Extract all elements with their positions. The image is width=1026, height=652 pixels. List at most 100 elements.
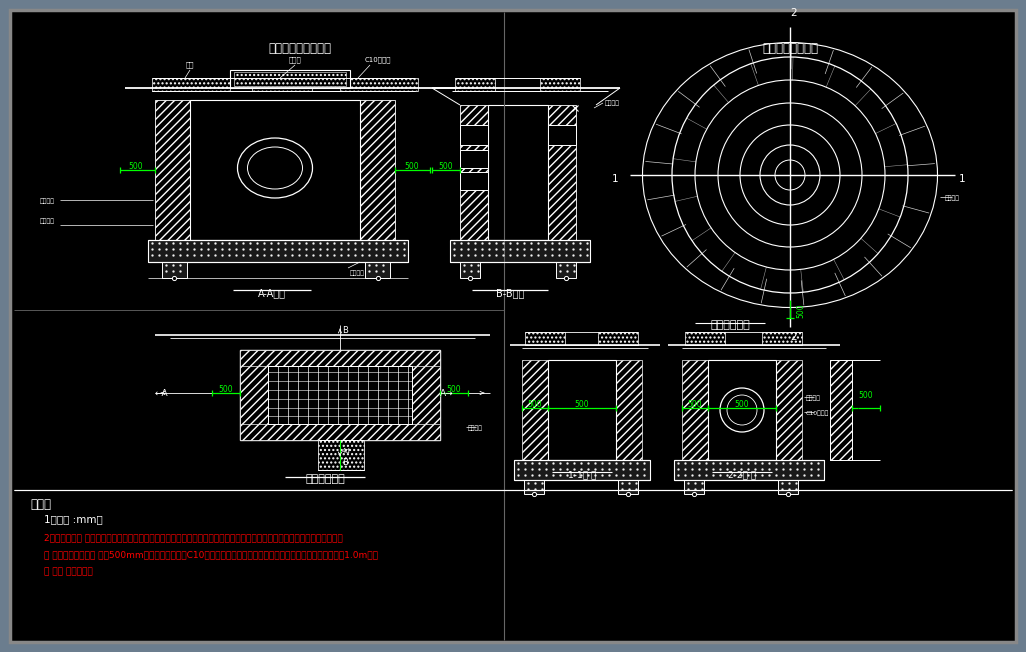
Ellipse shape	[237, 138, 313, 198]
Circle shape	[740, 125, 840, 225]
Bar	[162, 262, 187, 278]
Bar	[682, 360, 708, 460]
Text: 500: 500	[858, 391, 873, 400]
Text: 500: 500	[128, 162, 144, 171]
Text: C10混凝土: C10混凝土	[806, 410, 829, 415]
Bar	[450, 240, 590, 262]
Text: 500: 500	[527, 400, 543, 409]
Text: 1、单位 :mm。: 1、单位 :mm。	[44, 514, 103, 524]
Text: 500: 500	[446, 385, 462, 394]
Text: 1-1剖 面: 1-1剖 面	[567, 470, 596, 479]
Ellipse shape	[247, 147, 303, 189]
Bar	[340, 78, 418, 91]
Bar	[318, 440, 364, 470]
Bar	[412, 350, 440, 440]
Text: 2: 2	[791, 8, 797, 18]
Bar	[616, 360, 642, 460]
Text: 检查井平面图: 检查井平面图	[710, 320, 750, 330]
Text: 500: 500	[404, 162, 420, 171]
Text: 1: 1	[611, 174, 619, 184]
Text: 碎石回填: 碎石回填	[350, 270, 365, 276]
Text: 2: 2	[791, 332, 797, 342]
Text: 说明：: 说明：	[30, 498, 51, 511]
Text: 需 捣碎 施工顺置。: 需 捣碎 施工顺置。	[44, 567, 92, 576]
Bar	[155, 100, 190, 240]
Bar	[455, 78, 495, 91]
Bar	[268, 366, 412, 424]
Text: 2、雨水口、检 水检查井采用先埋基回填后再开挖施工检查侧工序，并室建成后，基水检查井及雨水口台背、坝端，并背（井: 2、雨水口、检 水检查井采用先埋基回填后再开挖施工检查侧工序，并室建成后，基水检…	[44, 533, 343, 542]
Circle shape	[718, 103, 862, 247]
Text: 500: 500	[796, 303, 805, 318]
Bar	[618, 480, 638, 494]
Text: 雨水口井背回填大样: 雨水口井背回填大样	[269, 42, 331, 55]
Bar	[830, 360, 852, 460]
Text: 碎石回填: 碎石回填	[40, 198, 55, 203]
Bar	[152, 78, 230, 91]
Bar	[460, 262, 480, 278]
Text: 4d: 4d	[342, 448, 351, 454]
Bar	[540, 78, 580, 91]
Bar	[548, 125, 576, 145]
Bar	[360, 100, 395, 240]
Bar	[240, 350, 440, 366]
Bar	[522, 360, 548, 460]
Bar	[762, 332, 802, 345]
Text: 2-2剖 面: 2-2剖 面	[727, 470, 756, 479]
Text: C10混凝土: C10混凝土	[365, 56, 391, 63]
Text: 壁 周边）外围范围在 背后500mm的范围内全部采用C10混凝土浇筑至路基设计标高，初次浇筑且填筑高度不能超过1.0m，并: 壁 周边）外围范围在 背后500mm的范围内全部采用C10混凝土浇筑至路基设计标…	[44, 550, 378, 559]
Text: 500: 500	[687, 400, 703, 409]
Text: B-B剖面: B-B剖面	[496, 288, 524, 298]
Bar	[524, 480, 544, 494]
Text: 500: 500	[735, 400, 749, 409]
Text: 1: 1	[958, 174, 965, 184]
Circle shape	[727, 395, 757, 425]
Text: 碎石回填: 碎石回填	[40, 218, 55, 224]
Bar	[708, 360, 776, 460]
Bar	[318, 440, 364, 470]
Bar	[548, 105, 576, 240]
Bar	[460, 105, 488, 240]
Bar	[685, 332, 725, 345]
Circle shape	[695, 80, 885, 270]
Text: ←A: ←A	[155, 389, 168, 398]
Bar	[598, 332, 638, 345]
Bar	[460, 125, 488, 145]
Text: A→: A→	[440, 389, 453, 398]
Text: 500: 500	[439, 162, 453, 171]
Text: 基层: 基层	[186, 61, 194, 68]
Circle shape	[720, 388, 764, 432]
Text: B: B	[342, 458, 348, 467]
Bar	[776, 360, 802, 460]
Bar	[148, 240, 408, 262]
Bar	[684, 480, 704, 494]
Bar	[525, 332, 565, 345]
Text: B: B	[342, 326, 348, 335]
Bar	[240, 350, 440, 440]
Text: 碎石回填: 碎石回填	[605, 100, 620, 106]
Bar	[830, 360, 852, 460]
Text: 500: 500	[219, 385, 233, 394]
Bar	[252, 78, 312, 91]
Bar	[488, 105, 548, 240]
Bar	[514, 460, 650, 480]
Bar	[556, 262, 576, 278]
Text: 雨水口平面图: 雨水口平面图	[305, 474, 345, 484]
Text: A-A剖面: A-A剖面	[258, 288, 286, 298]
Bar	[460, 172, 488, 190]
Bar	[548, 360, 616, 460]
Bar	[240, 424, 440, 440]
Text: 碎石回填: 碎石回填	[468, 425, 483, 430]
Text: 碎石回填: 碎石回填	[806, 395, 821, 400]
Circle shape	[672, 57, 908, 293]
Text: 检查井背回填大样: 检查井背回填大样	[762, 42, 818, 55]
Text: 碎石回填: 碎石回填	[945, 195, 960, 201]
Bar	[674, 460, 824, 480]
Bar	[190, 100, 360, 240]
Ellipse shape	[642, 42, 938, 308]
Bar	[365, 262, 390, 278]
Text: 稳定层: 稳定层	[288, 56, 302, 63]
Bar	[460, 150, 488, 168]
Bar	[234, 72, 346, 86]
Bar	[230, 70, 350, 88]
Circle shape	[760, 145, 820, 205]
